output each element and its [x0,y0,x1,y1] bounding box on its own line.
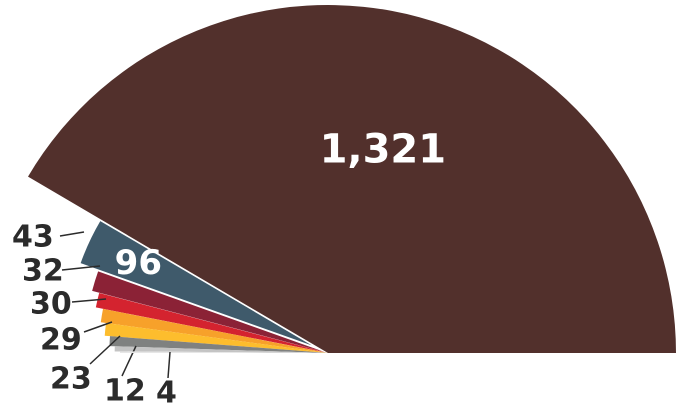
slice-data-label: 29 [40,323,82,358]
slice-data-label: 96 [115,243,162,283]
pie-slice [92,271,325,352]
leader-line [89,335,121,365]
leader-line [121,345,137,377]
leader-line [59,231,85,237]
pie-slice [100,308,328,353]
pie-slice [109,336,329,353]
slice-data-label: 12 [104,374,146,409]
leader-line [61,265,101,271]
slice-data-label: 4 [156,376,177,409]
pie-slice [104,322,329,353]
pie-slice [80,221,312,346]
pie-slice [120,351,328,353]
slice-data-label: 32 [22,254,64,289]
pie-slice [28,5,676,354]
leader-line [167,351,171,379]
slice-data-label: 23 [50,362,92,397]
slice-data-label: 30 [30,287,72,322]
pie-slice [95,292,327,353]
slice-data-label: 1,321 [320,127,447,173]
leader-line [71,298,107,303]
pie-slice [114,346,328,353]
slice-data-label: 43 [12,220,54,255]
leader-line [83,321,113,333]
